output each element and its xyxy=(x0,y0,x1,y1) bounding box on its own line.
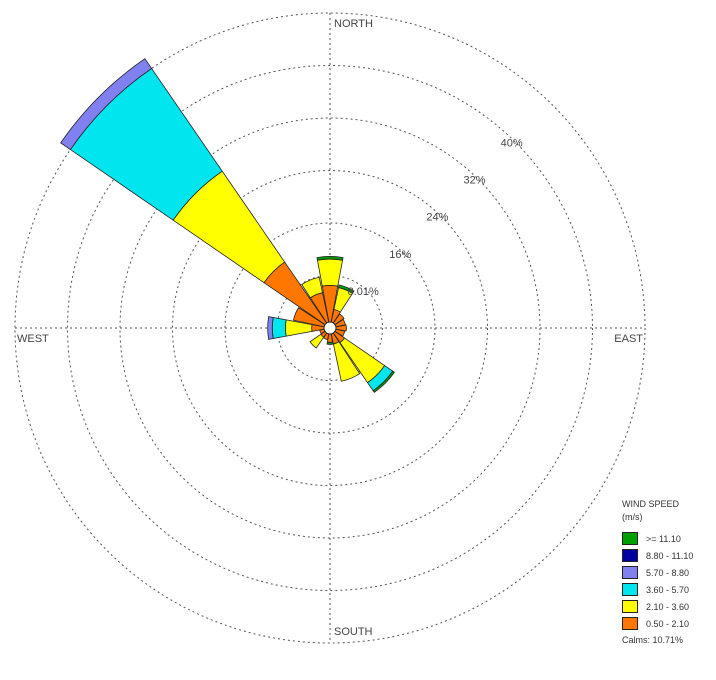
wedge-nnw-1 xyxy=(301,276,323,299)
legend-swatch xyxy=(622,583,638,596)
legend-item: 5.70 - 8.80 xyxy=(622,564,714,581)
grid-ring xyxy=(172,170,488,486)
wedge-e-0 xyxy=(329,324,347,332)
radial-tick-label: 24% xyxy=(426,212,448,224)
calm-circle xyxy=(323,321,337,335)
legend-swatch xyxy=(622,617,638,630)
wedge-wnw-0 xyxy=(292,307,331,329)
legend-label: 5.70 - 8.80 xyxy=(646,567,690,578)
legend-label: 8.80 - 11.10 xyxy=(646,550,694,561)
legend-units-line: (m/s) xyxy=(622,512,643,522)
grid-ring xyxy=(276,274,384,382)
grid-ring xyxy=(14,12,646,644)
legend-swatch xyxy=(622,566,638,579)
wedge-nne-5 xyxy=(338,284,355,294)
legend-swatch xyxy=(622,549,638,562)
east-label: EAST xyxy=(614,333,643,345)
wedge-s-5 xyxy=(326,341,334,345)
wedge-w-2 xyxy=(271,317,287,339)
legend-item: 8.80 - 11.10 xyxy=(622,547,714,564)
wedge-sse-1 xyxy=(332,341,361,382)
wind-wedges xyxy=(60,58,395,393)
wedge-se-5 xyxy=(372,370,395,393)
legend-item: 0.50 - 2.10 xyxy=(622,615,714,632)
legend-swatch xyxy=(622,532,638,545)
legend-title: WIND SPEED (m/s) xyxy=(622,498,714,524)
legend: WIND SPEED (m/s) >= 11.10 8.80 - 11.10 5.7… xyxy=(622,498,714,645)
legend-label: 3.60 - 5.70 xyxy=(646,584,690,595)
legend-items: >= 11.10 8.80 - 11.10 5.70 - 8.80 3.60 - 5.… xyxy=(622,530,714,632)
legend-item: 2.10 - 3.60 xyxy=(622,598,714,615)
radial-tick-label: 8.01% xyxy=(348,286,379,298)
calms-label: Calms: 10.71% xyxy=(622,635,684,645)
legend-swatch xyxy=(622,600,638,613)
legend-label: 2.10 - 3.60 xyxy=(646,601,690,612)
grid-ring xyxy=(67,65,593,591)
wedge-sw-1 xyxy=(309,333,325,349)
legend-item: >= 11.10 xyxy=(622,530,714,547)
north-label: NORTH xyxy=(334,18,373,30)
legend-title-line: WIND SPEED xyxy=(622,499,680,509)
legend-label: 0.50 - 2.10 xyxy=(646,618,690,629)
radial-tick-label: 40% xyxy=(501,137,523,149)
wedge-w-3 xyxy=(267,316,274,340)
legend-label: >= 11.10 xyxy=(646,533,681,544)
west-label: WEST xyxy=(17,333,49,345)
south-label: SOUTH xyxy=(334,626,373,638)
radial-tick-label: 16% xyxy=(389,249,411,261)
wedge-n-5 xyxy=(316,256,344,261)
legend-item: 3.60 - 5.70 xyxy=(622,581,714,598)
wedge-nw-3 xyxy=(60,58,153,151)
chart-labels: NORTH EAST SOUTH WEST 8.01% 16% 24% 32% … xyxy=(17,18,643,638)
radial-tick-label: 32% xyxy=(463,175,485,187)
wedge-n-1 xyxy=(316,258,344,287)
